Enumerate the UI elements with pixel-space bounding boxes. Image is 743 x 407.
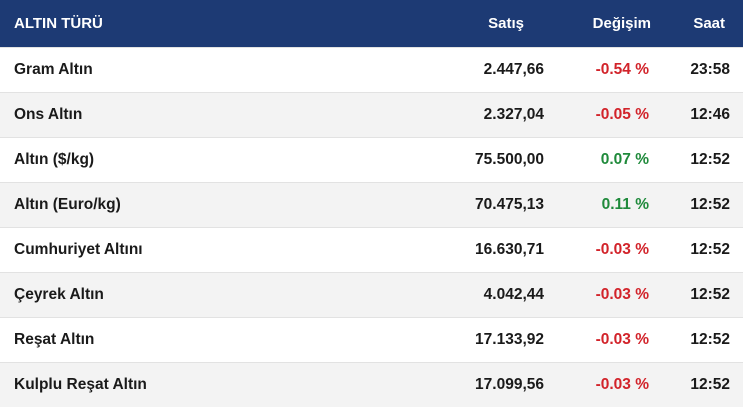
table-row[interactable]: Cumhuriyet Altını 16.630,71 -0.03 % 12:5… <box>0 227 743 272</box>
table-row[interactable]: Reşat Altın 17.133,92 -0.03 % 12:52 <box>0 317 743 362</box>
change-percent: -0.03 % <box>595 286 649 303</box>
table-row[interactable]: Altın ($/kg) 75.500,00 0.07 % 12:52 <box>0 137 743 182</box>
table-header: ALTIN TÜRÜ Satış Değişim Saat <box>0 0 743 47</box>
column-header-gold-type[interactable]: ALTIN TÜRÜ <box>14 15 103 32</box>
change-percent: -0.03 % <box>595 241 649 258</box>
sale-price: 16.630,71 <box>475 241 544 258</box>
change-percent: 0.11 % <box>601 196 649 213</box>
sale-price: 70.475,13 <box>475 196 544 213</box>
column-header-time[interactable]: Saat <box>693 15 725 32</box>
change-percent: -0.05 % <box>595 106 649 123</box>
sale-price: 2.327,04 <box>483 106 544 123</box>
sale-price: 17.099,56 <box>475 376 544 393</box>
column-header-change[interactable]: Değişim <box>592 15 651 32</box>
sale-price: 4.042,44 <box>483 286 544 303</box>
sale-price: 75.500,00 <box>475 151 544 168</box>
update-time: 12:52 <box>690 331 730 348</box>
table-row[interactable]: Çeyrek Altın 4.042,44 -0.03 % 12:52 <box>0 272 743 317</box>
gold-type-name[interactable]: Altın (Euro/kg) <box>14 196 121 213</box>
table-row[interactable]: Kulplu Reşat Altın 17.099,56 -0.03 % 12:… <box>0 362 743 407</box>
update-time: 12:52 <box>690 151 730 168</box>
change-percent: -0.54 % <box>595 61 649 78</box>
table-row[interactable]: Gram Altın 2.447,66 -0.54 % 23:58 <box>0 47 743 92</box>
gold-type-name[interactable]: Kulplu Reşat Altın <box>14 376 147 393</box>
change-percent: -0.03 % <box>595 331 649 348</box>
update-time: 12:46 <box>690 106 730 123</box>
update-time: 12:52 <box>690 241 730 258</box>
table-row[interactable]: Altın (Euro/kg) 70.475,13 0.11 % 12:52 <box>0 182 743 227</box>
gold-type-name[interactable]: Cumhuriyet Altını <box>14 241 143 258</box>
update-time: 12:52 <box>690 196 730 213</box>
sale-price: 2.447,66 <box>483 61 544 78</box>
update-time: 12:52 <box>690 286 730 303</box>
gold-type-name[interactable]: Çeyrek Altın <box>14 286 104 303</box>
gold-type-name[interactable]: Reşat Altın <box>14 331 95 348</box>
update-time: 23:58 <box>690 61 730 78</box>
table-row[interactable]: Ons Altın 2.327,04 -0.05 % 12:46 <box>0 92 743 137</box>
gold-type-name[interactable]: Altın ($/kg) <box>14 151 95 168</box>
change-percent: -0.03 % <box>595 376 649 393</box>
update-time: 12:52 <box>690 376 730 393</box>
gold-type-name[interactable]: Gram Altın <box>14 61 93 78</box>
column-header-sale[interactable]: Satış <box>488 15 524 32</box>
change-percent: 0.07 % <box>600 151 649 168</box>
sale-price: 17.133,92 <box>475 331 544 348</box>
gold-type-name[interactable]: Ons Altın <box>14 106 83 123</box>
